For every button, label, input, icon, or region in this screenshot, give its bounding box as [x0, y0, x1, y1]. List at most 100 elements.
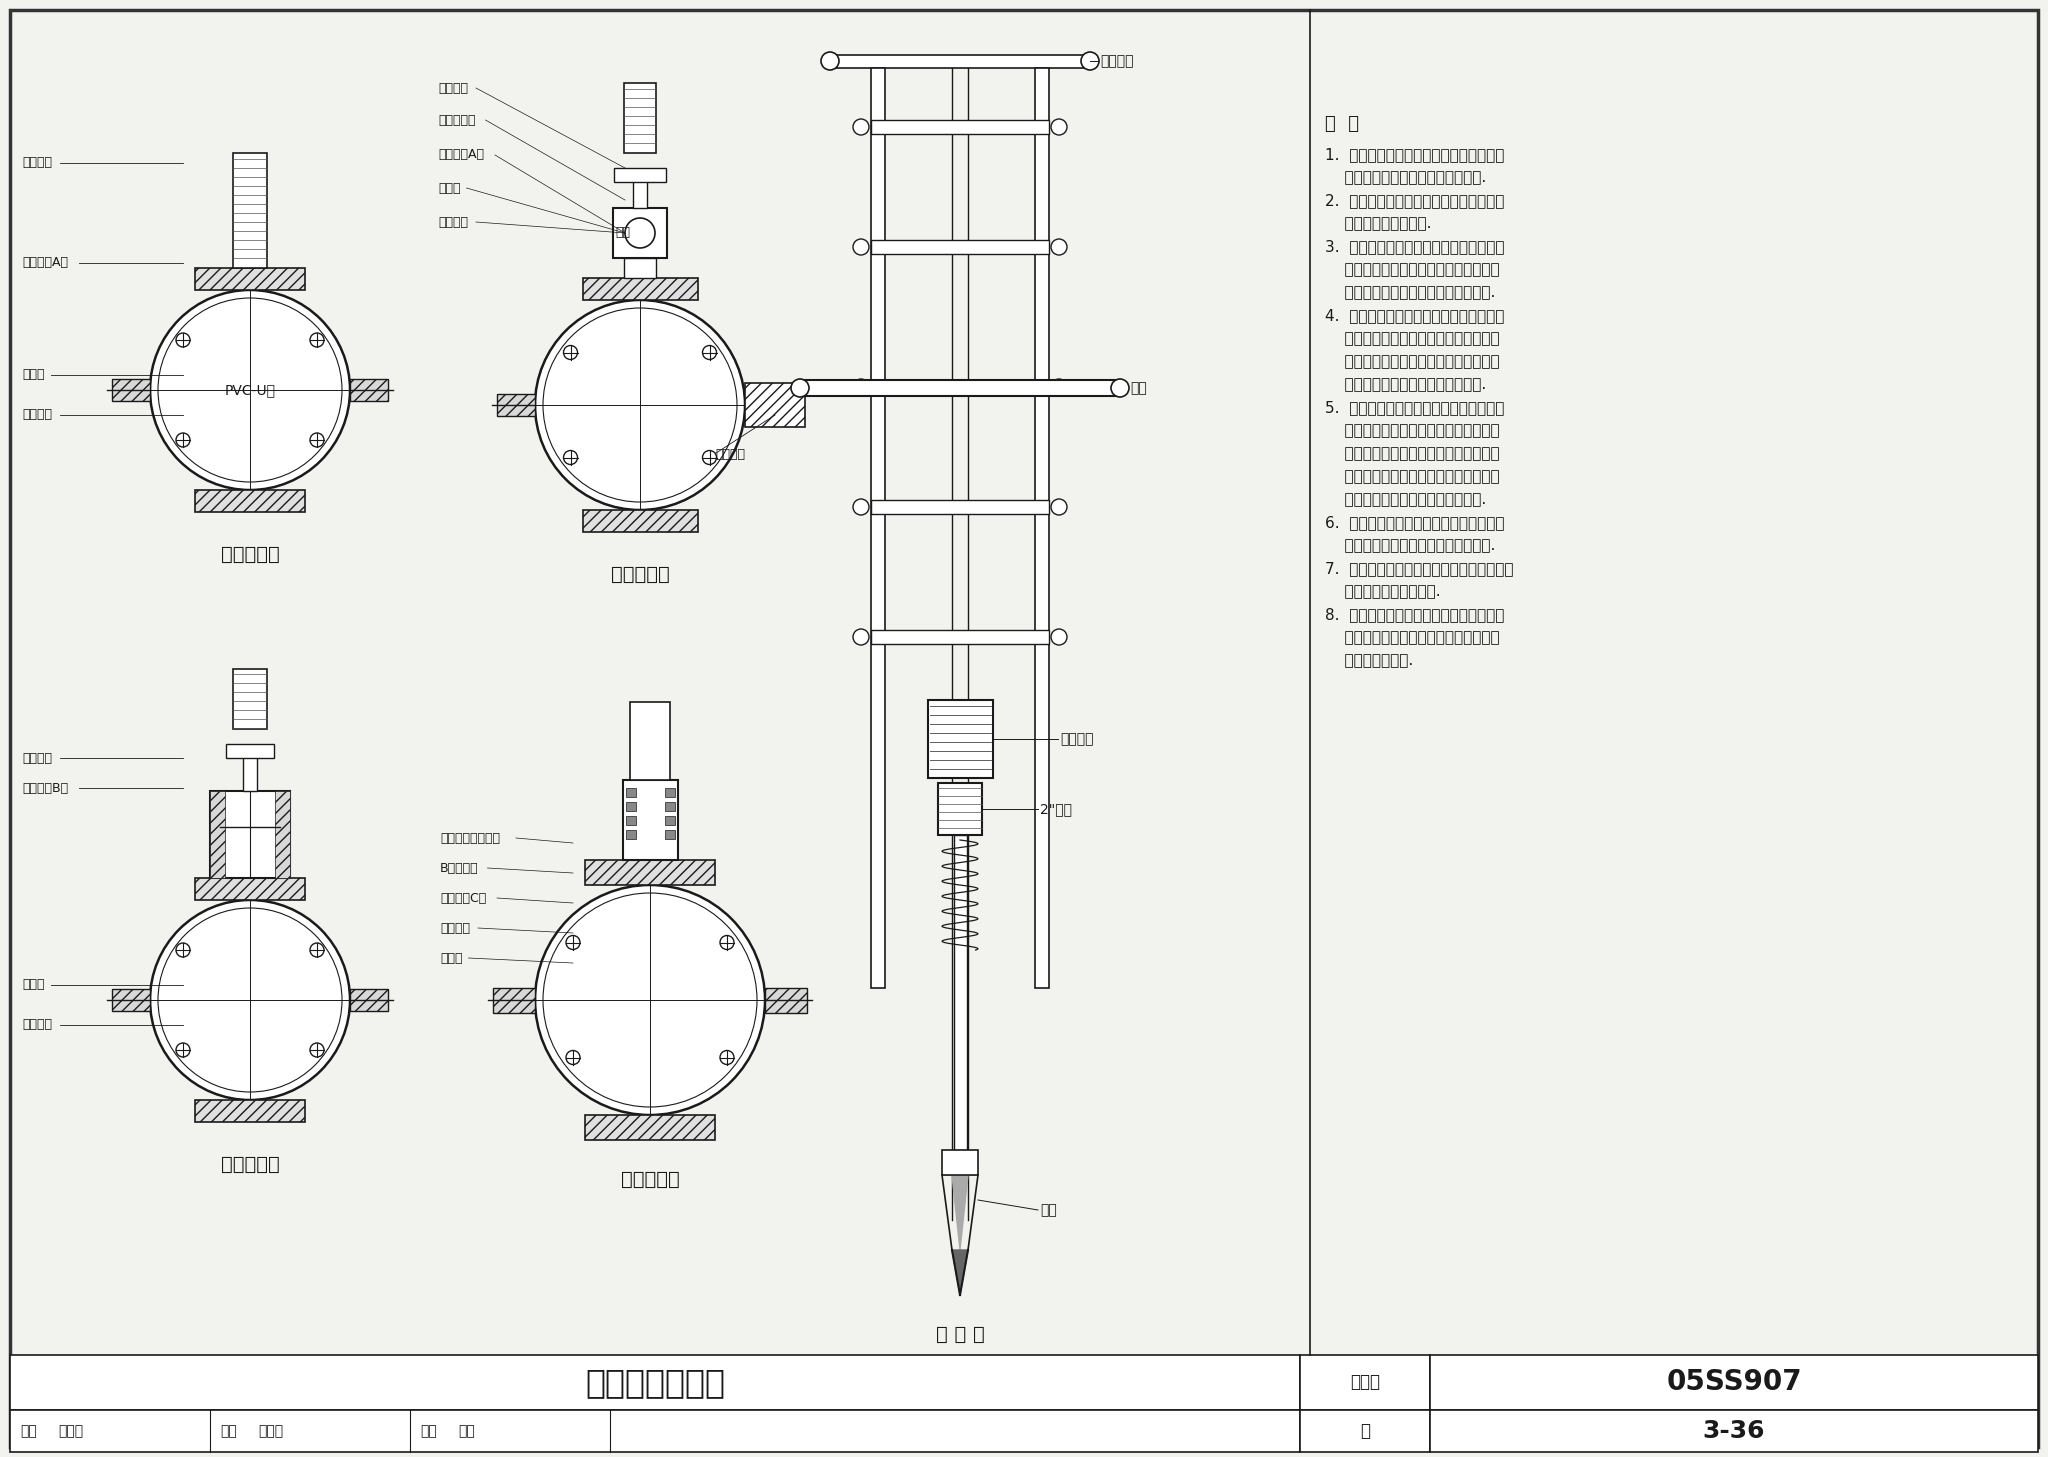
Circle shape: [854, 119, 868, 136]
Text: 钻头: 钻头: [1040, 1203, 1057, 1217]
Bar: [664, 801, 674, 812]
Circle shape: [535, 884, 766, 1115]
Bar: [745, 383, 805, 427]
Text: 把手: 把手: [1130, 380, 1147, 395]
Text: 只需将打孔机直接接分水鞍的内丝上，: 只需将打孔机直接接分水鞍的内丝上，: [1325, 354, 1499, 369]
Bar: [623, 779, 678, 860]
Circle shape: [721, 1050, 733, 1065]
Text: 分水鞍接头安装: 分水鞍接头安装: [586, 1367, 725, 1399]
Text: 接法（四）: 接法（四）: [621, 1170, 680, 1189]
Text: 6.  接法（三）自带阀门。施工要点与接法: 6. 接法（三）自带阀门。施工要点与接法: [1325, 514, 1505, 530]
Circle shape: [309, 433, 324, 447]
Bar: [870, 380, 1049, 393]
Text: 分水鞍（A）: 分水鞍（A）: [23, 256, 68, 270]
Text: 双头螺纹管: 双头螺纹管: [438, 114, 475, 127]
Bar: [625, 788, 635, 797]
Bar: [612, 208, 668, 258]
Circle shape: [1110, 379, 1128, 396]
Circle shape: [702, 450, 717, 465]
Circle shape: [176, 334, 190, 347]
Text: （二）相同，适用于干管不停水作业.: （二）相同，适用于干管不停水作业.: [1325, 538, 1495, 554]
Bar: [195, 879, 305, 900]
Polygon shape: [942, 1174, 979, 1250]
Bar: [614, 168, 666, 182]
Text: （深圳）有限公司提供的产品编制.: （深圳）有限公司提供的产品编制.: [1325, 170, 1487, 185]
Bar: [664, 788, 674, 797]
Bar: [211, 791, 225, 879]
Text: 作业。施工时，将打孔机安装在内丝球: 作业。施工时，将打孔机安装在内丝球: [1325, 446, 1499, 460]
Circle shape: [150, 900, 350, 1100]
Circle shape: [821, 52, 840, 70]
Bar: [1034, 68, 1049, 988]
Bar: [625, 83, 655, 153]
Text: 页: 页: [1360, 1422, 1370, 1440]
Bar: [10, 1355, 1300, 1410]
Bar: [870, 500, 1049, 514]
Bar: [494, 988, 535, 1013]
Circle shape: [854, 498, 868, 514]
Text: 校对: 校对: [219, 1423, 238, 1438]
Circle shape: [1051, 239, 1067, 255]
Text: 2"外牙: 2"外牙: [1040, 801, 1071, 816]
Text: 头独特的设计，在打孔时所有的塑层通: 头独特的设计，在打孔时所有的塑层通: [1325, 629, 1499, 645]
Text: 接头，适用于干管停水作业。施工时，: 接头，适用于干管停水作业。施工时，: [1325, 331, 1499, 345]
Bar: [801, 380, 1120, 396]
Text: 塑料给水管接出支管.: 塑料给水管接出支管.: [1325, 216, 1432, 232]
Text: 分水鞍处清洗干净，将分水鞍上、下盖: 分水鞍处清洗干净，将分水鞍上、下盖: [1325, 262, 1499, 277]
Bar: [195, 268, 305, 290]
Bar: [113, 379, 150, 401]
Text: 调节手柄: 调节手柄: [1100, 54, 1133, 68]
Bar: [211, 791, 291, 879]
Bar: [233, 153, 266, 268]
Bar: [938, 782, 981, 835]
Bar: [870, 68, 885, 988]
Text: 套在给水管上，用螺栓均匀拧紧即可.: 套在给水管上，用螺栓均匀拧紧即可.: [1325, 286, 1495, 300]
Circle shape: [565, 935, 580, 950]
Circle shape: [702, 345, 717, 360]
Bar: [954, 835, 967, 1150]
Bar: [582, 278, 698, 300]
Text: 活塞管材（管件）: 活塞管材（管件）: [440, 832, 500, 845]
Circle shape: [1051, 629, 1067, 645]
Text: PVC-U管: PVC-U管: [225, 383, 276, 396]
Circle shape: [176, 943, 190, 957]
Bar: [870, 629, 1049, 644]
Text: 图集号: 图集号: [1350, 1374, 1380, 1391]
Text: 螺纹套筒: 螺纹套筒: [1061, 731, 1094, 746]
Bar: [664, 816, 674, 825]
Text: 1.  分水鞍及打孔机根据南塑建材塑胶制品: 1. 分水鞍及打孔机根据南塑建材塑胶制品: [1325, 147, 1505, 162]
Text: 螺纹套筒: 螺纹套筒: [715, 449, 745, 462]
Circle shape: [1051, 379, 1067, 395]
Bar: [225, 745, 274, 758]
Bar: [350, 379, 387, 401]
Circle shape: [854, 629, 868, 645]
Circle shape: [1081, 52, 1100, 70]
Circle shape: [150, 290, 350, 490]
Text: 3-36: 3-36: [1702, 1419, 1765, 1442]
Bar: [870, 240, 1049, 254]
Bar: [244, 756, 256, 791]
Text: 4.  分水鞍接法（一）是一种最简易的分水: 4. 分水鞍接法（一）是一种最简易的分水: [1325, 307, 1505, 323]
Bar: [625, 801, 635, 812]
Text: 密封胶圈: 密封胶圈: [23, 408, 51, 421]
Text: 球阀: 球阀: [614, 226, 631, 239]
Circle shape: [721, 935, 733, 950]
Text: 阀上打孔，然后将打孔钻头退回，关闭: 阀上打孔，然后将打孔钻头退回，关闭: [1325, 469, 1499, 484]
Text: 埋地管: 埋地管: [438, 182, 461, 194]
Text: 分水鞍（C）: 分水鞍（C）: [440, 892, 485, 905]
Bar: [233, 669, 266, 728]
Bar: [10, 1410, 1300, 1453]
Text: 埋地管: 埋地管: [23, 979, 45, 992]
Text: 密封胶圈: 密封胶圈: [438, 216, 469, 229]
Bar: [1430, 1410, 2038, 1453]
Circle shape: [176, 1043, 190, 1056]
Text: 外丝支管: 外丝支管: [23, 156, 51, 169]
Circle shape: [309, 1043, 324, 1056]
Text: 打孔后拆去打孔机，即可安装支管.: 打孔后拆去打孔机，即可安装支管.: [1325, 377, 1487, 392]
Text: 审核: 审核: [20, 1423, 37, 1438]
Circle shape: [309, 334, 324, 347]
Bar: [1300, 1355, 1430, 1410]
Text: 05SS907: 05SS907: [1667, 1368, 1802, 1396]
Text: 黄波: 黄波: [459, 1423, 475, 1438]
Text: 过钻头直接带出.: 过钻头直接带出.: [1325, 653, 1413, 667]
